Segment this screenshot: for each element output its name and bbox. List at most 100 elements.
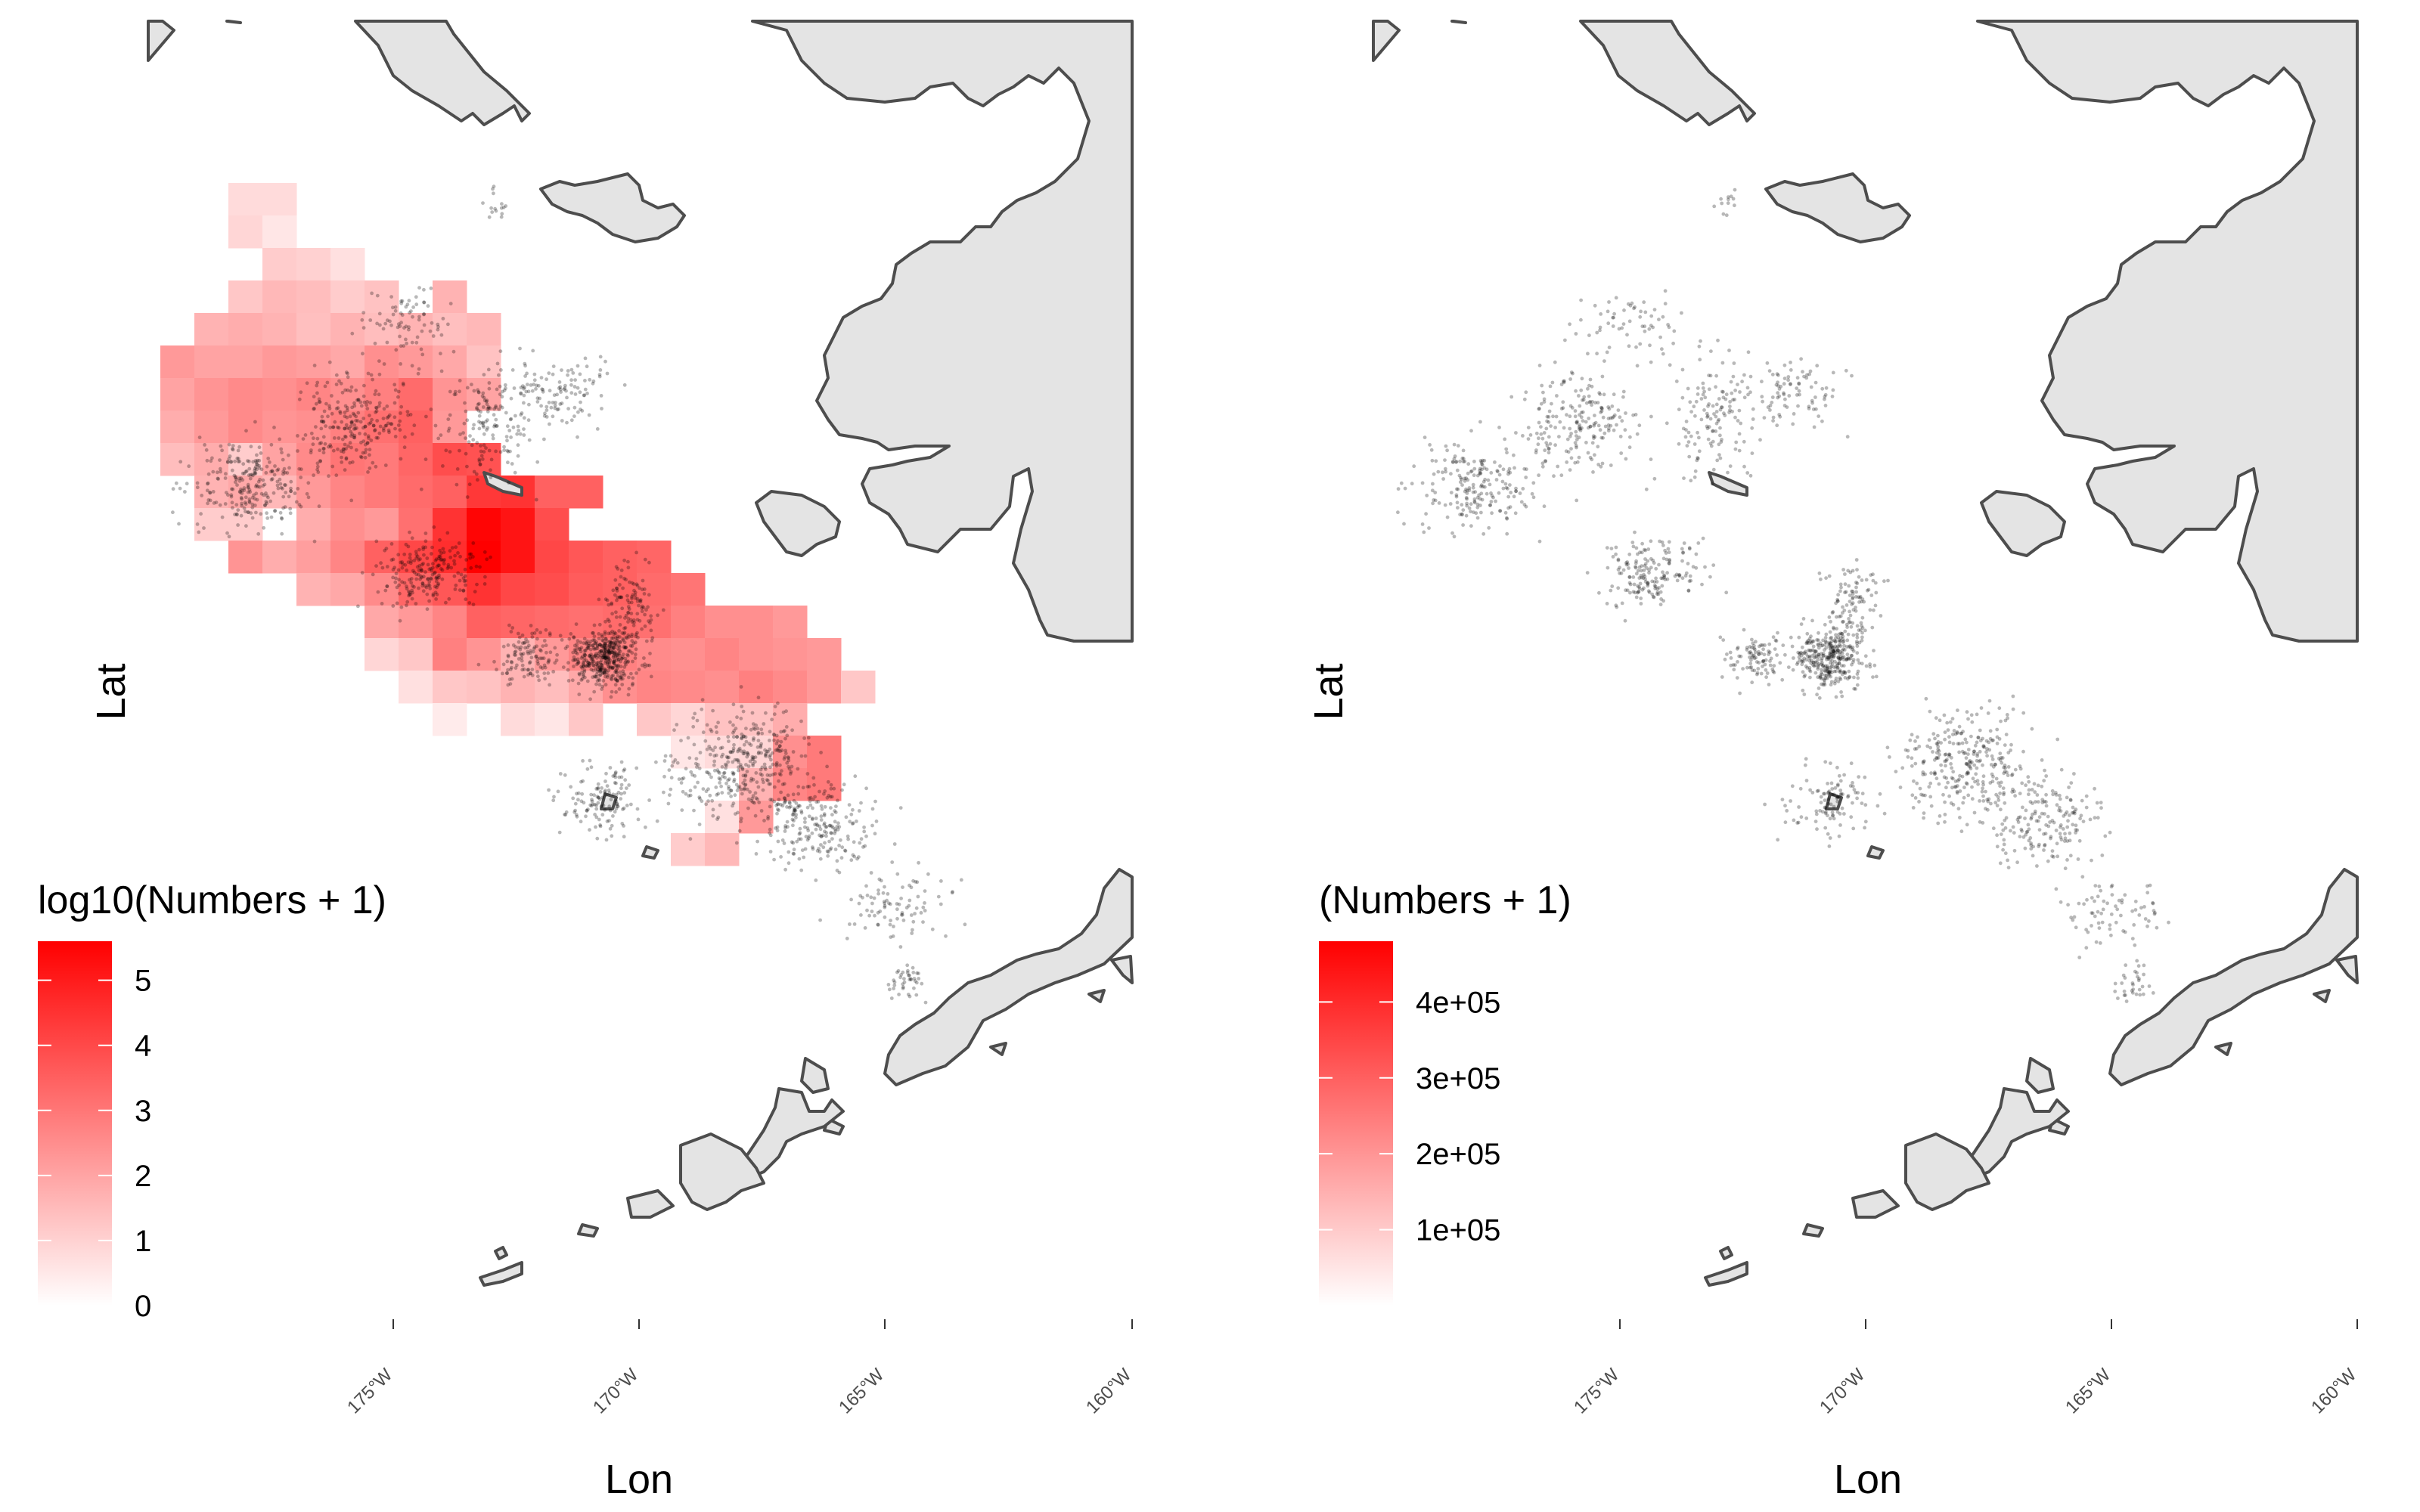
heat-tile	[365, 313, 399, 346]
x-tick-label: 160°W	[1082, 1365, 1135, 1418]
legend-tick-label: 4e+05	[1416, 986, 1500, 1019]
heat-tile	[671, 573, 706, 606]
heat-tile	[433, 703, 467, 736]
coastline	[641, 845, 659, 860]
coastline	[736, 1087, 845, 1181]
coastline	[989, 1042, 1007, 1056]
heat-tile	[228, 411, 263, 444]
coastline	[679, 1132, 765, 1211]
heat-tile	[501, 541, 535, 574]
legend-tick-label: 3e+05	[1416, 1062, 1500, 1095]
legend-colorbar	[1319, 941, 1393, 1306]
heat-tile	[433, 508, 467, 541]
heat-tile	[637, 606, 672, 639]
map-panel-log10: 175°W 170°W 165°W 160°W Lon Lat log10(Numbe…	[38, 20, 1135, 1502]
heat-tile	[296, 541, 331, 574]
heat-tile	[501, 671, 535, 704]
heat-tile	[739, 638, 774, 671]
heat-tile	[603, 573, 638, 606]
heat-tile	[637, 638, 672, 671]
heat-tile	[739, 606, 774, 639]
heat-tile	[365, 476, 399, 509]
coastline	[800, 1057, 830, 1094]
heat-tile	[399, 606, 433, 639]
heat-tile	[671, 736, 706, 769]
heat-tile	[228, 476, 263, 509]
x-tick-label: 175°W	[1570, 1365, 1623, 1418]
heat-tile	[228, 378, 263, 411]
heat-tile	[433, 606, 467, 639]
heat-tile	[365, 638, 399, 671]
heat-tile	[194, 378, 229, 411]
heat-tile	[501, 638, 535, 671]
heat-tile	[501, 703, 535, 736]
x-tick-label: 170°W	[1816, 1365, 1869, 1418]
coastline	[755, 490, 841, 557]
coastline	[1450, 20, 1467, 24]
heat-tile	[535, 573, 569, 606]
heat-tile	[569, 638, 603, 671]
coastline	[883, 868, 1134, 1086]
heat-tile	[773, 736, 808, 769]
heat-tiles	[160, 183, 876, 866]
x-tick-label: 175°W	[343, 1365, 396, 1418]
heat-tile	[671, 703, 706, 736]
heat-tile	[569, 476, 603, 509]
legend-tick-label: 1	[135, 1225, 151, 1258]
land-layer	[1372, 20, 2359, 1287]
heat-tile	[262, 248, 297, 281]
heat-tile	[262, 541, 297, 574]
legend: (Numbers + 1) 1e+05 2e+05 3e+05 4e+05	[1319, 878, 1571, 1306]
heat-tile	[433, 313, 467, 346]
heat-tile	[671, 833, 706, 866]
heat-tile	[705, 638, 740, 671]
heat-tile	[330, 443, 365, 476]
heat-tile	[399, 638, 433, 671]
heat-tile	[262, 183, 297, 216]
heat-tile	[399, 378, 433, 411]
heat-tile	[365, 573, 399, 606]
coastline	[2108, 868, 2359, 1086]
heat-tile	[330, 541, 365, 574]
coastline	[751, 20, 1134, 643]
coastline	[1976, 20, 2359, 643]
heat-tile	[399, 313, 433, 346]
heat-tile	[603, 671, 638, 704]
coastline	[354, 20, 531, 126]
heat-tile	[671, 606, 706, 639]
heat-tile	[228, 215, 263, 249]
y-axis-label: Lat	[88, 663, 134, 720]
heat-tile	[433, 411, 467, 444]
y-axis-label: Lat	[1306, 663, 1351, 720]
heat-tile	[296, 280, 331, 314]
heat-tile	[637, 541, 672, 574]
coastline	[147, 20, 175, 62]
survey-points	[171, 184, 967, 1005]
heat-tile	[467, 671, 501, 704]
legend-colorbar	[38, 941, 112, 1306]
heat-tile	[296, 508, 331, 541]
heat-tile	[467, 573, 501, 606]
heat-tile	[296, 476, 331, 509]
heat-tile	[296, 443, 331, 476]
heat-tile	[262, 345, 297, 379]
heat-tile	[330, 573, 365, 606]
heat-tile	[399, 411, 433, 444]
coastline	[1802, 1223, 1824, 1238]
heat-tile	[773, 638, 808, 671]
heat-tile	[399, 573, 433, 606]
heat-tile	[433, 476, 467, 509]
heat-tile	[228, 313, 263, 346]
heat-tile	[739, 736, 774, 769]
heat-tile	[467, 345, 501, 379]
heat-tile	[228, 541, 263, 574]
heat-tile	[296, 573, 331, 606]
heat-tile	[433, 573, 467, 606]
x-tick-label: 165°W	[2062, 1365, 2114, 1418]
heat-tile	[637, 573, 672, 606]
heat-tile	[330, 508, 365, 541]
legend-title: log10(Numbers + 1)	[38, 878, 386, 922]
heat-tile	[467, 638, 501, 671]
heat-tile	[160, 378, 195, 411]
x-axis-label: Lon	[1834, 1457, 1902, 1502]
